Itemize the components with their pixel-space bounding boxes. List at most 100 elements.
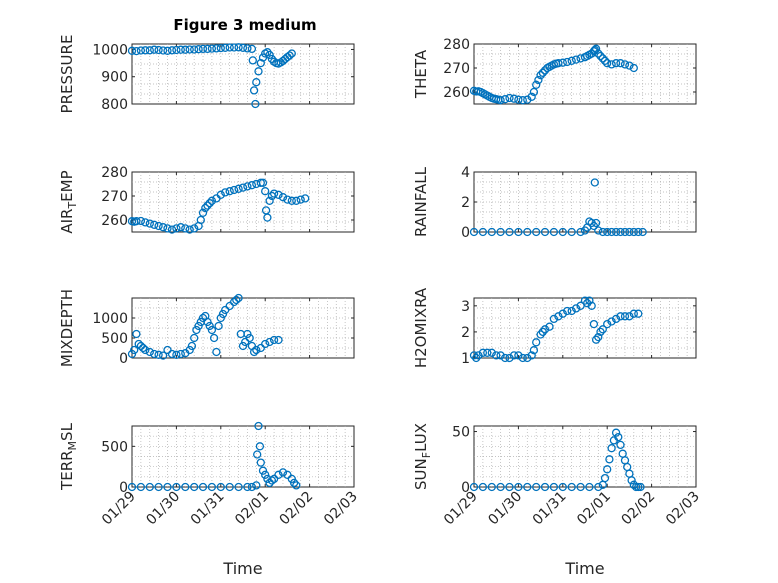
data-point: [247, 482, 257, 492]
data-point: [234, 293, 243, 303]
data-point: [563, 306, 572, 316]
grid: [474, 172, 696, 232]
data-point: [638, 227, 647, 237]
data-point: [274, 190, 283, 199]
data-point: [540, 227, 550, 237]
data-point: [221, 43, 230, 52]
y-axis-label: TERRMSL: [58, 422, 79, 491]
data-point: [216, 190, 225, 199]
data-point: [254, 67, 263, 76]
data-point: [256, 458, 265, 467]
data-point: [225, 43, 234, 52]
data-point: [176, 349, 185, 359]
data-point: [598, 227, 607, 237]
series-points: [469, 296, 643, 363]
x-axis-label: Time: [222, 559, 262, 578]
data-point: [172, 482, 181, 492]
x-tick-label: 02/03: [663, 489, 703, 529]
data-point: [514, 227, 523, 237]
data-point: [252, 345, 261, 355]
data-point: [532, 482, 541, 492]
data-point: [150, 45, 159, 54]
data-point: [253, 450, 262, 459]
data-point: [234, 184, 243, 193]
data-point: [611, 314, 621, 324]
data-point: [554, 59, 563, 68]
data-point: [496, 351, 505, 360]
data-point: [238, 43, 248, 52]
data-point: [478, 227, 488, 237]
data-point: [203, 201, 212, 210]
data-point: [269, 335, 279, 345]
data-point: [558, 227, 567, 237]
data-point: [283, 195, 292, 204]
data-point: [616, 312, 625, 321]
data-point: [141, 46, 150, 55]
y-axis-label: THETA: [412, 49, 430, 99]
data-point: [505, 227, 514, 237]
data-point: [141, 345, 150, 355]
data-point: [589, 319, 599, 329]
data-point: [529, 346, 539, 355]
data-point: [234, 43, 243, 52]
data-point: [283, 470, 292, 479]
data-point: [278, 468, 288, 477]
x-axis-label: Time: [564, 559, 604, 578]
data-point: [540, 325, 550, 334]
data-point: [243, 182, 252, 191]
data-point: [261, 339, 270, 349]
x-tick-label: 01/31: [530, 489, 570, 529]
data-point: [614, 432, 623, 442]
data-point: [238, 183, 248, 192]
data-point: [247, 181, 257, 190]
data-point: [163, 46, 172, 55]
data-point: [469, 227, 479, 237]
y-tick-label: 500: [101, 439, 128, 455]
series-points: [127, 178, 310, 234]
data-point: [523, 353, 532, 363]
data-point: [603, 227, 612, 237]
data-point: [176, 45, 185, 54]
data-point: [229, 43, 239, 52]
data-point: [216, 43, 225, 53]
data-point: [500, 95, 510, 104]
data-point: [549, 314, 559, 324]
data-point: [132, 329, 141, 339]
data-point: [265, 50, 274, 60]
data-point: [132, 46, 141, 56]
data-point: [523, 227, 532, 237]
data-point: [616, 227, 625, 237]
data-point: [558, 309, 567, 318]
data-point: [514, 95, 523, 104]
data-point: [254, 421, 263, 431]
data-point: [625, 61, 634, 70]
data-point: [523, 482, 532, 492]
data-point: [532, 338, 541, 347]
data-point: [505, 482, 514, 492]
data-point: [603, 319, 612, 329]
series-points: [469, 44, 638, 105]
data-point: [150, 220, 159, 229]
subplot-4: 0 2 4 RAINFALL: [412, 165, 697, 241]
data-point: [600, 56, 610, 65]
data-point: [181, 482, 190, 492]
data-point: [172, 350, 181, 359]
data-point: [216, 482, 225, 492]
y-tick-label: 260: [443, 85, 470, 101]
data-point: [212, 347, 221, 357]
data-point: [154, 482, 163, 492]
series-points: [469, 428, 645, 492]
data-point: [591, 335, 601, 344]
data-point: [567, 482, 576, 492]
grid: [132, 426, 354, 487]
data-point: [163, 224, 172, 233]
y-axis-label: SUNFLUX: [412, 423, 433, 490]
data-point: [605, 455, 614, 464]
data-point: [207, 482, 217, 492]
data-point: [611, 59, 621, 68]
data-point: [249, 347, 259, 357]
data-point: [487, 482, 496, 492]
data-point: [603, 465, 612, 474]
